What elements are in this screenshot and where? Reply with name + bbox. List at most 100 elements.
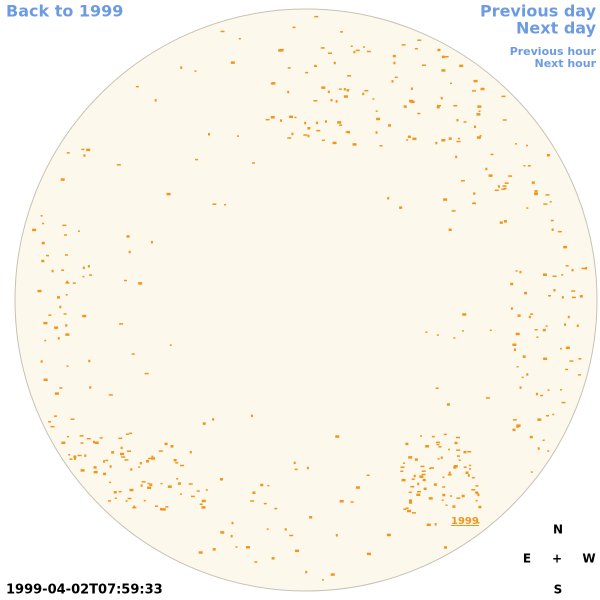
speckle xyxy=(400,466,405,469)
speckle xyxy=(473,125,476,128)
speckle xyxy=(467,450,472,453)
speckle xyxy=(40,215,43,217)
speckle xyxy=(292,26,296,29)
speckle xyxy=(425,445,430,448)
speckle xyxy=(62,224,67,227)
speckle xyxy=(305,71,309,74)
speckle xyxy=(353,50,356,54)
speckle xyxy=(527,165,531,167)
speckle xyxy=(545,194,550,196)
speckle xyxy=(405,442,409,446)
speckle xyxy=(426,523,431,527)
speckle xyxy=(287,90,290,94)
speckle xyxy=(314,64,317,67)
speckle xyxy=(565,346,570,350)
speckle xyxy=(119,452,124,456)
next-hour-link[interactable]: Next hour xyxy=(535,57,597,70)
speckle xyxy=(394,76,398,79)
speckle xyxy=(291,132,294,136)
disk-year-link[interactable]: 1999 xyxy=(451,516,479,527)
speckle xyxy=(408,456,413,459)
speckle xyxy=(165,506,169,508)
speckle xyxy=(266,528,269,530)
speckle xyxy=(335,534,338,537)
speckle xyxy=(309,516,313,519)
speckle xyxy=(473,192,476,195)
speckle xyxy=(160,507,163,511)
speckle xyxy=(549,201,552,203)
speckle xyxy=(355,49,360,52)
speckle xyxy=(476,136,481,139)
speckle xyxy=(129,432,133,435)
speckle xyxy=(559,347,562,350)
speckle xyxy=(447,474,452,476)
speckle xyxy=(410,87,413,90)
speckle xyxy=(56,296,60,299)
back-link[interactable]: Back to 1999 xyxy=(6,2,123,21)
speckle xyxy=(199,503,203,505)
speckle xyxy=(447,448,450,451)
speckle xyxy=(305,570,308,574)
speckle xyxy=(274,507,278,510)
speckle xyxy=(343,87,346,91)
speckle xyxy=(375,110,378,112)
speckle xyxy=(510,307,513,310)
speckle xyxy=(147,486,152,489)
speckle xyxy=(347,75,352,77)
speckle xyxy=(166,192,171,196)
speckle xyxy=(561,274,564,276)
speckle xyxy=(128,250,131,254)
speckle xyxy=(467,474,470,477)
speckle xyxy=(313,100,318,102)
speckle xyxy=(393,61,396,65)
speckle xyxy=(450,495,453,497)
speckle xyxy=(561,296,564,299)
speckle xyxy=(403,105,407,108)
speckle xyxy=(445,504,448,506)
speckle xyxy=(321,139,325,142)
speckle xyxy=(401,44,406,46)
speckle xyxy=(437,104,442,107)
speckle xyxy=(366,474,370,477)
speckle xyxy=(557,230,562,233)
speckle xyxy=(250,500,255,502)
speckle xyxy=(316,129,321,132)
speckle xyxy=(512,428,516,432)
speckle xyxy=(417,39,422,41)
speckle xyxy=(190,495,195,498)
speckle xyxy=(421,64,426,66)
speckle xyxy=(438,446,442,448)
speckle xyxy=(458,459,461,461)
previous-hour-link[interactable]: Previous hour xyxy=(510,45,597,58)
speckle xyxy=(154,99,157,102)
speckle xyxy=(89,274,93,276)
next-day-link[interactable]: Next day xyxy=(516,19,597,38)
speckle xyxy=(423,487,427,491)
speckle xyxy=(479,135,482,137)
speckle xyxy=(546,153,550,157)
speckle xyxy=(408,491,412,494)
speckle xyxy=(84,454,87,457)
speckle xyxy=(111,451,115,454)
speckle xyxy=(535,392,538,396)
speckle xyxy=(167,485,172,488)
speckle xyxy=(581,267,585,270)
speckle xyxy=(177,482,181,485)
speckle xyxy=(287,137,292,139)
speckle xyxy=(501,95,506,98)
speckle xyxy=(54,326,59,329)
speckle xyxy=(63,313,67,315)
speckle xyxy=(517,314,521,317)
speckle xyxy=(553,289,556,292)
speckle xyxy=(577,374,581,376)
speckle xyxy=(324,120,327,123)
speckle xyxy=(307,127,311,130)
previous-day-link[interactable]: Previous day xyxy=(480,2,597,21)
speckle xyxy=(413,474,416,478)
speckle xyxy=(169,344,172,346)
speckle xyxy=(231,521,234,525)
speckle xyxy=(537,447,540,450)
speckle xyxy=(220,477,224,481)
speckle xyxy=(198,551,203,554)
